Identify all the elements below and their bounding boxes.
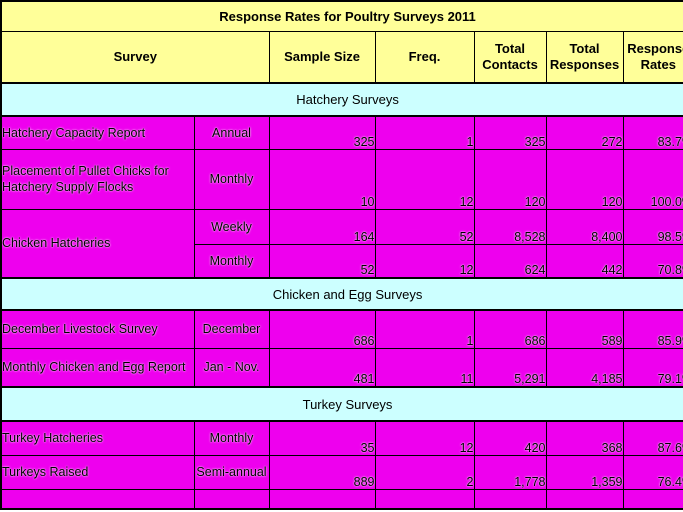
frequency-cell: Jan - Nov. — [193, 347, 270, 388]
total-contacts-cell: 8,528 — [473, 208, 547, 245]
table-title: Response Rates for Poultry Surveys 2011 — [0, 0, 683, 32]
frequency-cell: Monthly — [193, 148, 270, 210]
empty-cell — [622, 488, 683, 510]
response-rate-cell: 70.8% — [622, 243, 683, 279]
freq-cell: 11 — [374, 347, 475, 388]
total-responses-cell: 120 — [545, 148, 624, 210]
response-rate-cell: 98.5% — [622, 208, 683, 245]
column-header-sample-size: Sample Size — [268, 31, 376, 84]
total-contacts-cell: 1,778 — [473, 454, 547, 490]
section-label: Hatchery Surveys — [0, 82, 683, 117]
column-header-response-rates: Response Rates — [622, 31, 683, 84]
section-row-hatchery-surveys: Hatchery Surveys — [0, 82, 683, 117]
empty-cell — [374, 488, 475, 510]
freq-cell: 52 — [374, 208, 475, 245]
table-row: December Livestock Survey December 686 1… — [0, 309, 683, 349]
total-responses-cell: 272 — [545, 115, 624, 150]
total-responses-cell: 8,400 — [545, 208, 624, 245]
frequency-cell: Monthly — [193, 243, 270, 279]
table-row: Turkey Hatcheries Monthly 35 12 420 368 … — [0, 420, 683, 456]
survey-name-cell: Placement of Pullet Chicks for Hatchery … — [0, 148, 195, 210]
section-label: Chicken and Egg Surveys — [0, 277, 683, 311]
sample-size-cell: 10 — [268, 148, 376, 210]
frequency-cell: December — [193, 309, 270, 349]
empty-cell — [545, 488, 624, 510]
sample-size-cell: 164 — [268, 208, 376, 245]
sample-size-cell: 52 — [268, 243, 376, 279]
freq-cell: 2 — [374, 454, 475, 490]
empty-cell — [193, 488, 270, 510]
total-contacts-cell: 325 — [473, 115, 547, 150]
survey-name-cell: Turkeys Raised — [0, 454, 195, 490]
survey-name-cell: December Livestock Survey — [0, 309, 195, 349]
table-row: Chicken Hatcheries Weekly 164 52 8,528 8… — [0, 208, 683, 279]
sample-size-cell: 686 — [268, 309, 376, 349]
total-contacts-cell: 686 — [473, 309, 547, 349]
survey-name-cell: Hatchery Capacity Report — [0, 115, 195, 150]
empty-cell — [0, 488, 195, 510]
total-contacts-cell: 5,291 — [473, 347, 547, 388]
table-row-partial — [0, 488, 683, 510]
response-rate-cell: 76.4% — [622, 454, 683, 490]
total-responses-cell: 1,359 — [545, 454, 624, 490]
table-row: Monthly Chicken and Egg Report Jan - Nov… — [0, 347, 683, 388]
freq-cell: 12 — [374, 420, 475, 456]
total-contacts-cell: 624 — [473, 243, 547, 279]
column-header-total-contacts: Total Contacts — [473, 31, 547, 84]
sample-size-cell: 889 — [268, 454, 376, 490]
total-responses-cell: 589 — [545, 309, 624, 349]
response-rate-cell: 85.9% — [622, 309, 683, 349]
empty-cell — [473, 488, 547, 510]
section-row-chicken-and-egg-surveys: Chicken and Egg Surveys — [0, 277, 683, 311]
sample-size-cell: 35 — [268, 420, 376, 456]
freq-cell: 1 — [374, 115, 475, 150]
total-responses-cell: 442 — [545, 243, 624, 279]
total-contacts-cell: 120 — [473, 148, 547, 210]
table-row: Monthly 52 12 624 442 70.8% — [1, 243, 683, 279]
section-row-turkey-surveys: Turkey Surveys — [0, 386, 683, 422]
survey-name-cell: Turkey Hatcheries — [0, 420, 195, 456]
frequency-cell: Monthly — [193, 420, 270, 456]
table-row: Turkeys Raised Semi-annual 889 2 1,778 1… — [0, 454, 683, 490]
frequency-cell: Weekly — [193, 208, 270, 245]
freq-cell: 12 — [374, 243, 475, 279]
total-responses-cell: 368 — [545, 420, 624, 456]
sample-size-cell: 481 — [268, 347, 376, 388]
table-row: Placement of Pullet Chicks for Hatchery … — [0, 148, 683, 210]
section-label: Turkey Surveys — [0, 386, 683, 422]
column-header-total-responses: Total Responses — [545, 31, 624, 84]
column-header-row: Survey Sample Size Freq. Total Contacts … — [0, 31, 683, 84]
survey-name-cell: Chicken Hatcheries — [0, 208, 195, 279]
table-row: Hatchery Capacity Report Annual 325 1 32… — [0, 115, 683, 150]
response-rate-cell: 79.1% — [622, 347, 683, 388]
response-rate-cell: 83.7% — [622, 115, 683, 150]
frequency-cell: Annual — [193, 115, 270, 150]
column-header-freq: Freq. — [374, 31, 475, 84]
survey-name-cell: Monthly Chicken and Egg Report — [0, 347, 195, 388]
response-rate-cell: 87.6% — [622, 420, 683, 456]
total-responses-cell: 4,185 — [545, 347, 624, 388]
freq-cell: 1 — [374, 309, 475, 349]
response-rate-cell: 100.0% — [622, 148, 683, 210]
total-contacts-cell: 420 — [473, 420, 547, 456]
table-title-row: Response Rates for Poultry Surveys 2011 — [0, 0, 683, 32]
frequency-cell: Semi-annual — [193, 454, 270, 490]
sample-size-cell: 325 — [268, 115, 376, 150]
column-header-survey: Survey — [0, 31, 270, 84]
freq-cell: 12 — [374, 148, 475, 210]
empty-cell — [268, 488, 376, 510]
